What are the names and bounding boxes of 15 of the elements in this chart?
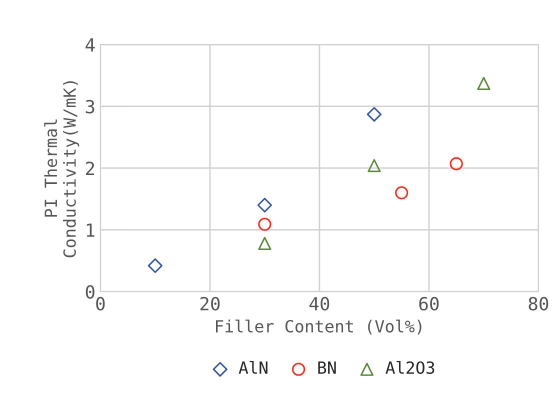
y-tick-label: 1 bbox=[86, 224, 94, 237]
y-tick-label: 0 bbox=[86, 285, 94, 299]
y-tick-label: 2 bbox=[86, 162, 94, 175]
y-axis-title: PI Thermal Conductivity(W/mK) bbox=[44, 81, 80, 258]
y-tick-label: 3 bbox=[86, 100, 94, 114]
legend-label: AlN bbox=[238, 360, 268, 374]
x-tick-label: 80 bbox=[528, 296, 548, 311]
legend-label: BN bbox=[318, 362, 336, 374]
x-axis-title: Filler Content (Vol%) bbox=[216, 320, 422, 335]
x-tick-label: 60 bbox=[419, 296, 439, 311]
x-tick-label: 40 bbox=[309, 296, 330, 311]
y-tick-label: 4 bbox=[86, 38, 95, 52]
x-tick-label: 20 bbox=[200, 296, 220, 311]
x-tick-label: 0 bbox=[96, 296, 105, 311]
legend-label: Al2O3 bbox=[386, 360, 434, 374]
